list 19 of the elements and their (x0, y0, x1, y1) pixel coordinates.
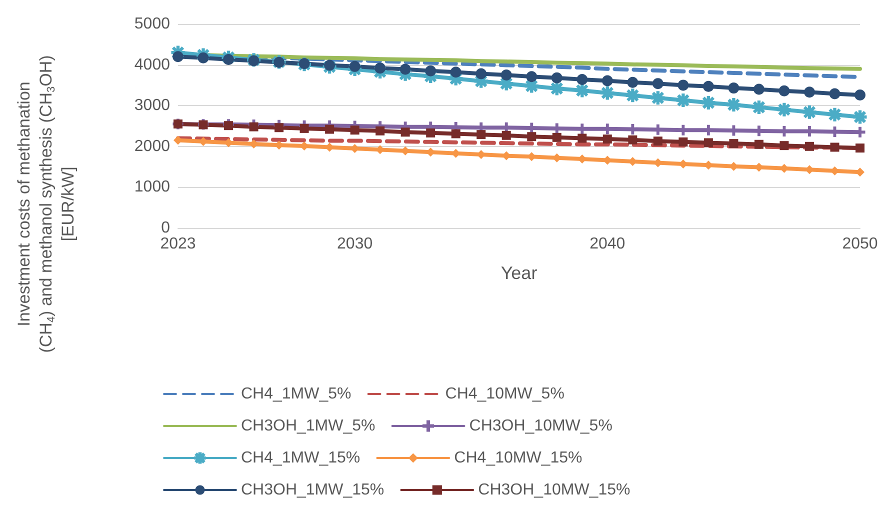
legend-label: CH4_10MW_5% (445, 386, 564, 402)
y-tick-label: 1000 (134, 178, 170, 196)
x-tick-label: 2030 (337, 236, 373, 252)
legend-label: CH4_1MW_15% (241, 450, 360, 466)
legend-label: CH3OH_1MW_15% (241, 482, 384, 498)
y-tick-label: 5000 (134, 16, 170, 32)
y-tick-label: 2000 (134, 138, 170, 155)
x-axis-title: Year (500, 263, 538, 283)
legend-label: CH3OH_1MW_5% (241, 418, 376, 434)
x-tick-label: 2050 (842, 236, 878, 252)
legend-label: CH4_1MW_5% (241, 386, 352, 402)
legend-label: CH3OH_10MW_15% (478, 482, 630, 498)
x-tick-label: 2040 (590, 236, 626, 252)
y-tick-label: 4000 (134, 56, 170, 74)
x-tick-label: 2023 (160, 236, 196, 252)
legend-label: CH3OH_10MW_5% (469, 418, 612, 434)
legend-label: CH4_10MW_15% (454, 450, 582, 466)
y-tick-label: 0 (161, 220, 170, 236)
y-tick-label: 3000 (134, 97, 170, 114)
